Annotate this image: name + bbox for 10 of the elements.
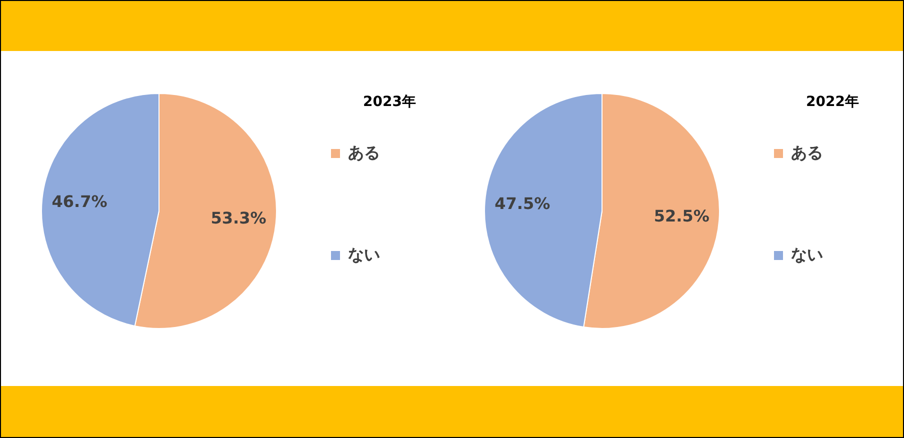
data-label: 46.7%	[52, 192, 108, 211]
legend-label: ある	[791, 143, 823, 164]
chart-title: 2023年	[363, 93, 416, 111]
data-label: 47.5%	[494, 194, 550, 213]
legend-label: ない	[348, 245, 380, 266]
legend-label: ない	[791, 245, 823, 266]
data-label: 53.3%	[210, 208, 266, 228]
legend-label: ある	[348, 143, 380, 164]
data-label: 52.5%	[654, 206, 710, 226]
chart-title: 2022年	[806, 93, 859, 111]
